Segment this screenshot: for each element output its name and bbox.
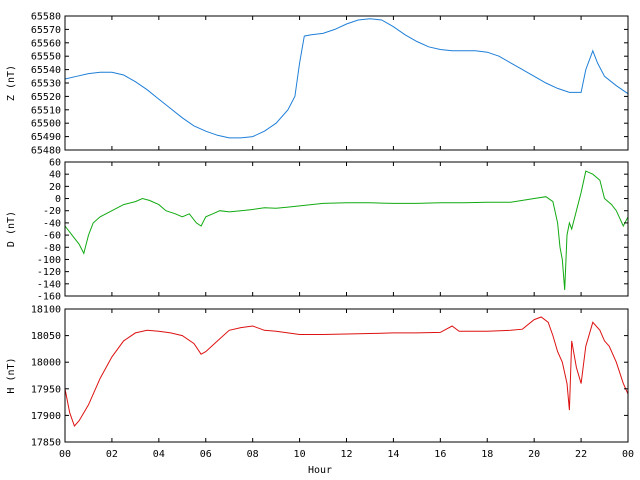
- y-tick-label: 18050: [31, 331, 61, 342]
- x-tick-label: 08: [247, 449, 259, 460]
- y-tick-label: 65560: [31, 38, 61, 49]
- y-tick-label: 65530: [31, 79, 61, 90]
- y-tick-label: -120: [37, 267, 61, 278]
- y-tick-label: 65540: [31, 65, 61, 76]
- chart-panels: 65480 65490 65500 65510 65520 65530 65540 65550…: [6, 12, 629, 449]
- y-tick-label: 0: [55, 194, 61, 205]
- panel-frame-d: [64, 161, 629, 297]
- y-tick-label: 40: [49, 170, 61, 181]
- y-tick-label: 17950: [31, 384, 61, 395]
- y-tick-label: 60: [49, 158, 61, 169]
- y-tick-label: 65550: [31, 52, 61, 63]
- panel-frame-h: [64, 308, 629, 443]
- y-tick-label: 18000: [31, 358, 61, 369]
- x-tick-label: 20: [528, 449, 540, 460]
- panel-frame-z: [64, 15, 629, 151]
- y-axis-title-h: H (nT): [6, 357, 17, 393]
- x-tick-label: 02: [106, 449, 118, 460]
- y-axis-title-d: D (nT): [6, 211, 17, 247]
- y-tick-label: 65570: [31, 25, 61, 36]
- y-tick-label: 17850: [31, 438, 61, 449]
- y-axis-title-z: Z (nT): [6, 65, 17, 101]
- y-tick-label: -20: [43, 206, 61, 217]
- x-tick-label: 18: [481, 449, 493, 460]
- x-tick-label: 06: [200, 449, 212, 460]
- y-tick-label: -100: [37, 255, 61, 266]
- x-tick-label: 00: [622, 449, 634, 460]
- x-axis: 00 02 04 06 08 10 12 14 16 18 20 22 00: [59, 449, 634, 460]
- y-tick-label: 18100: [31, 305, 61, 316]
- y-tick-label: 65520: [31, 92, 61, 103]
- x-tick-label: 00: [59, 449, 71, 460]
- y-tick-label: 20: [49, 182, 61, 193]
- x-tick-label: 10: [294, 449, 306, 460]
- y-tick-label: 65500: [31, 119, 61, 130]
- x-tick-label: 12: [340, 449, 352, 460]
- series-line-z: [64, 18, 629, 139]
- y-tick-label: 65510: [31, 105, 61, 116]
- series-line-h: [64, 316, 629, 427]
- y-tick-label: 65480: [31, 146, 61, 157]
- x-tick-label: 22: [575, 449, 587, 460]
- y-tick-label: 65580: [31, 12, 61, 23]
- series-line-d: [64, 170, 629, 290]
- x-axis-title: Hour: [308, 465, 332, 476]
- panel-h: 17850 17900 17950 18000 18050 18100 H (nT): [6, 305, 629, 449]
- y-tick-label: 65490: [31, 132, 61, 143]
- x-tick-label: 14: [387, 449, 399, 460]
- x-tick-label: 04: [153, 449, 165, 460]
- y-tick-label: 17900: [31, 411, 61, 422]
- y-tick-label: -80: [43, 243, 61, 254]
- x-tick-label: 16: [434, 449, 446, 460]
- y-tick-label: -60: [43, 231, 61, 242]
- panel-z: 65480 65490 65500 65510 65520 65530 65540 65550…: [6, 12, 629, 157]
- y-tick-label: -160: [37, 292, 61, 303]
- y-tick-label: -40: [43, 218, 61, 229]
- y-tick-label: -140: [37, 279, 61, 290]
